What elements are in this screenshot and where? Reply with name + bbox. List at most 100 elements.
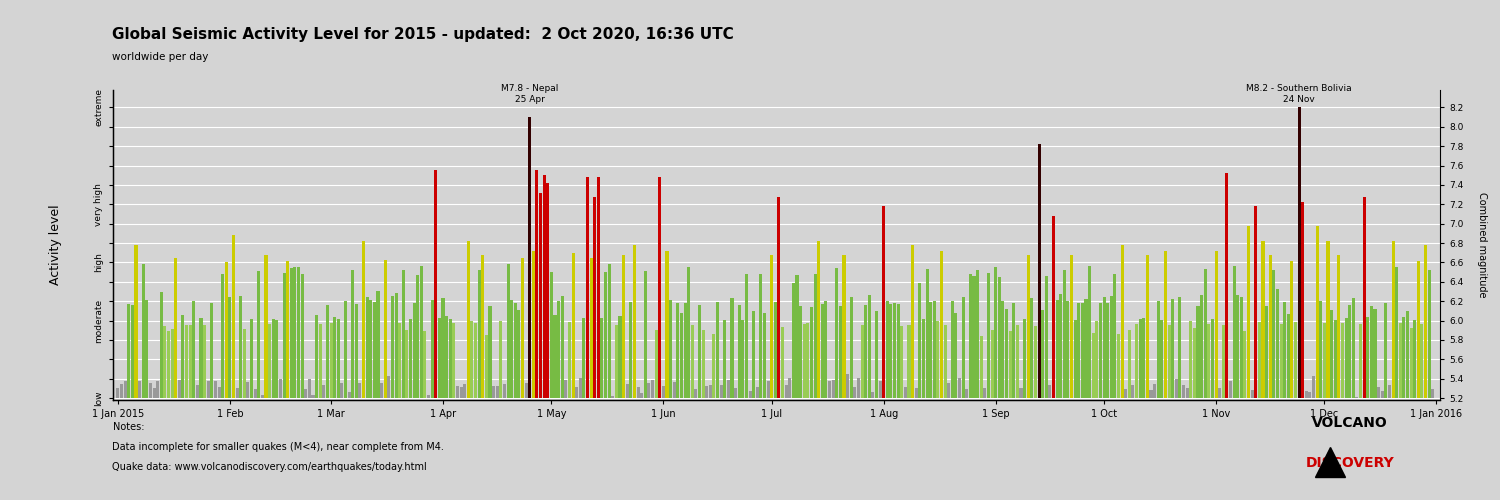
Bar bbox=[174, 258, 177, 398]
Bar bbox=[618, 316, 621, 398]
Bar bbox=[1059, 294, 1062, 398]
Bar bbox=[1102, 298, 1106, 398]
Bar bbox=[538, 192, 542, 398]
Bar bbox=[1092, 334, 1095, 398]
Bar bbox=[217, 386, 220, 398]
Bar bbox=[782, 328, 784, 398]
Bar bbox=[1156, 301, 1160, 398]
Bar bbox=[1290, 260, 1293, 398]
Bar bbox=[734, 388, 736, 398]
Bar bbox=[1185, 388, 1188, 398]
Bar bbox=[1228, 380, 1232, 398]
Bar bbox=[1138, 318, 1142, 398]
Bar bbox=[1128, 330, 1131, 398]
Bar bbox=[770, 254, 774, 398]
Bar bbox=[1418, 260, 1420, 398]
Bar bbox=[554, 315, 556, 398]
Bar bbox=[1056, 300, 1059, 398]
Bar bbox=[590, 258, 592, 398]
Text: Global Seismic Activity Level for 2015 - updated:  2 Oct 2020, 16:36 UTC: Global Seismic Activity Level for 2015 -… bbox=[112, 28, 735, 42]
Bar bbox=[922, 320, 926, 398]
Bar bbox=[936, 322, 939, 398]
Text: M7.8 - Nepal
25 Apr: M7.8 - Nepal 25 Apr bbox=[501, 84, 558, 103]
Bar bbox=[730, 298, 734, 398]
Bar bbox=[1038, 144, 1041, 398]
Bar bbox=[612, 396, 615, 398]
Bar bbox=[156, 381, 159, 398]
Bar bbox=[196, 386, 200, 398]
Bar bbox=[210, 303, 213, 398]
Bar bbox=[1226, 174, 1228, 398]
Bar bbox=[1406, 311, 1408, 398]
Bar bbox=[336, 319, 340, 398]
Bar bbox=[658, 177, 662, 398]
Bar bbox=[764, 312, 766, 398]
Bar bbox=[958, 378, 962, 398]
Bar bbox=[897, 304, 900, 398]
Bar bbox=[1161, 320, 1164, 398]
Bar bbox=[520, 258, 524, 398]
Bar bbox=[300, 274, 303, 398]
Bar bbox=[128, 304, 130, 398]
Bar bbox=[630, 302, 633, 398]
Bar bbox=[466, 241, 470, 398]
Bar bbox=[387, 376, 390, 398]
Bar bbox=[662, 386, 664, 398]
Bar bbox=[1366, 316, 1370, 398]
Bar bbox=[572, 252, 574, 398]
Bar bbox=[694, 390, 698, 398]
Bar bbox=[980, 336, 982, 398]
Bar bbox=[874, 311, 878, 398]
Bar bbox=[1074, 320, 1077, 398]
Bar bbox=[1359, 324, 1362, 398]
Bar bbox=[1398, 324, 1402, 398]
Text: worldwide per day: worldwide per day bbox=[112, 52, 209, 62]
Bar bbox=[1066, 302, 1070, 398]
Bar bbox=[1088, 266, 1090, 398]
Text: M8.2 - Southern Bolivia
24 Nov: M8.2 - Southern Bolivia 24 Nov bbox=[1246, 84, 1352, 103]
Bar bbox=[910, 245, 914, 398]
Bar bbox=[846, 374, 849, 398]
Bar bbox=[1110, 296, 1113, 398]
Bar bbox=[777, 196, 780, 398]
Bar bbox=[1251, 390, 1254, 398]
Bar bbox=[1287, 314, 1290, 398]
Bar bbox=[214, 381, 217, 398]
Bar bbox=[471, 321, 474, 398]
Bar bbox=[500, 322, 502, 398]
Bar bbox=[853, 388, 856, 398]
Bar bbox=[1084, 300, 1088, 398]
Bar bbox=[918, 284, 921, 398]
Bar bbox=[322, 386, 326, 398]
Bar bbox=[1120, 245, 1124, 398]
Bar bbox=[492, 386, 495, 398]
Bar bbox=[1146, 254, 1149, 398]
Bar bbox=[756, 387, 759, 398]
Bar bbox=[200, 318, 202, 398]
Bar bbox=[1182, 385, 1185, 398]
Bar bbox=[1149, 390, 1152, 398]
Bar bbox=[1197, 306, 1200, 398]
Bar bbox=[1118, 334, 1120, 398]
Bar bbox=[1392, 241, 1395, 398]
Bar bbox=[716, 302, 718, 398]
Bar bbox=[564, 380, 567, 398]
Bar bbox=[1164, 251, 1167, 398]
Bar bbox=[1370, 306, 1372, 398]
Bar bbox=[123, 381, 126, 398]
Bar bbox=[1316, 226, 1318, 398]
Bar bbox=[304, 388, 307, 398]
Bar bbox=[969, 274, 972, 398]
Bar bbox=[402, 270, 405, 398]
Bar bbox=[800, 306, 802, 398]
Bar bbox=[1048, 384, 1052, 398]
Bar bbox=[987, 272, 990, 398]
Bar bbox=[1320, 302, 1323, 398]
Bar bbox=[1174, 380, 1178, 398]
Bar bbox=[1034, 326, 1036, 398]
Bar bbox=[1300, 202, 1305, 398]
Bar bbox=[597, 177, 600, 398]
Bar bbox=[831, 380, 834, 398]
Bar bbox=[384, 260, 387, 398]
Bar bbox=[405, 330, 408, 398]
